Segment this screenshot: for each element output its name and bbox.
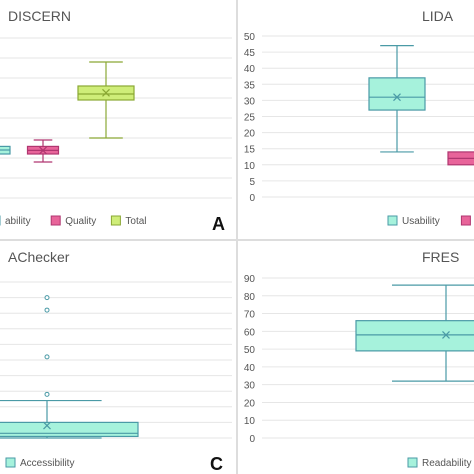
y-ticks-fres: 0 10 20 30 40 50 60 70 80 90 [244,274,256,445]
legend-swatch [110,215,121,226]
y-tick-label: 35 [244,80,256,91]
legend-swatch [460,215,471,226]
boxes-lida [368,45,474,166]
y-tick-label: 20 [244,129,256,140]
legend-label: ability [5,216,31,227]
mean-marker [43,421,51,430]
mean-stroke [39,146,47,155]
y-tick-label: 5 [249,177,255,188]
panel-achecker: AChecker Accessibility C [0,249,232,474]
boxes-achecker [0,295,139,439]
mean-stroke [43,421,51,430]
boxes-discern [0,61,135,163]
y-tick-label: 90 [244,274,256,285]
y-tick-label: 70 [244,310,256,321]
chart-title-lida: LIDA [422,8,454,24]
mean-stroke [102,88,110,97]
boxes-fres [355,284,474,382]
legend-label: Accessibility [20,458,74,469]
legend-discern: ability Quality Total [0,215,147,227]
outlier-point [44,295,50,301]
outlier-point [44,354,50,360]
box-readability [355,320,474,352]
mean-marker [442,330,450,339]
panel-letter-c: C [210,454,223,474]
legend-lida: Usability Relia [387,215,471,227]
panel-letter-a: A [212,214,225,234]
y-tick-label: 40 [244,363,256,374]
y-tick-label: 25 [244,113,256,124]
legend-achecker: Accessibility [5,457,74,469]
panel-fres: FRES 0 10 20 30 40 50 60 70 80 90 Readability [244,249,474,469]
legend-item-usability: ability [0,215,31,227]
y-tick-label: 30 [244,381,256,392]
mean-marker [102,88,110,97]
grid-lida [262,35,474,198]
legend-swatch [50,215,61,226]
box-usability [368,77,426,111]
y-tick-label: 80 [244,292,256,303]
legend-item-readability: Readability [407,457,471,469]
y-tick-label: 20 [244,398,256,409]
y-tick-label: 0 [249,193,255,204]
y-tick-label: 50 [244,32,256,43]
chart-title-achecker: AChecker [8,249,70,265]
legend-swatch [5,457,16,468]
y-tick-label: 0 [249,434,255,445]
panel-lida: LIDA 0 5 10 15 20 25 30 35 40 45 50 Usability Relia [244,8,474,227]
y-tick-label: 40 [244,64,256,75]
y-tick-label: 30 [244,96,256,107]
legend-label: Quality [65,216,96,227]
grid-fres [262,277,474,439]
legend-label: Usability [402,216,440,227]
outlier-point [44,391,50,397]
y-tick-label: 15 [244,145,256,156]
y-tick-label: 50 [244,345,256,356]
mean-marker [393,93,401,102]
box-usability [0,421,139,438]
legend-swatch [407,457,418,468]
outlier-point [44,307,50,313]
legend-swatch [387,215,398,226]
mean-stroke [393,93,401,102]
legend-item-total: Total [110,215,147,227]
panel-discern: DISCERN ability Quality Total A [0,8,232,234]
legend-label: Readability [422,458,471,469]
y-tick-label: 45 [244,48,256,59]
y-ticks-lida: 0 5 10 15 20 25 30 35 40 45 50 [244,32,256,204]
legend-fres: Readability [407,457,471,469]
chart-title-fres: FRES [422,249,459,265]
y-tick-label: 10 [244,161,256,172]
mean-marker [39,146,47,155]
y-tick-label: 60 [244,327,256,338]
legend-item-quality: Quality [50,215,96,227]
legend-item-usability: Usability [387,215,440,227]
chart-title-discern: DISCERN [8,8,71,24]
mean-stroke [442,330,450,339]
legend-item-usability: Accessibility [5,457,74,469]
legend-item-quality: Relia [460,215,471,226]
legend-label: Total [125,216,146,227]
grid-achecker [0,281,232,439]
y-tick-label: 10 [244,416,256,427]
